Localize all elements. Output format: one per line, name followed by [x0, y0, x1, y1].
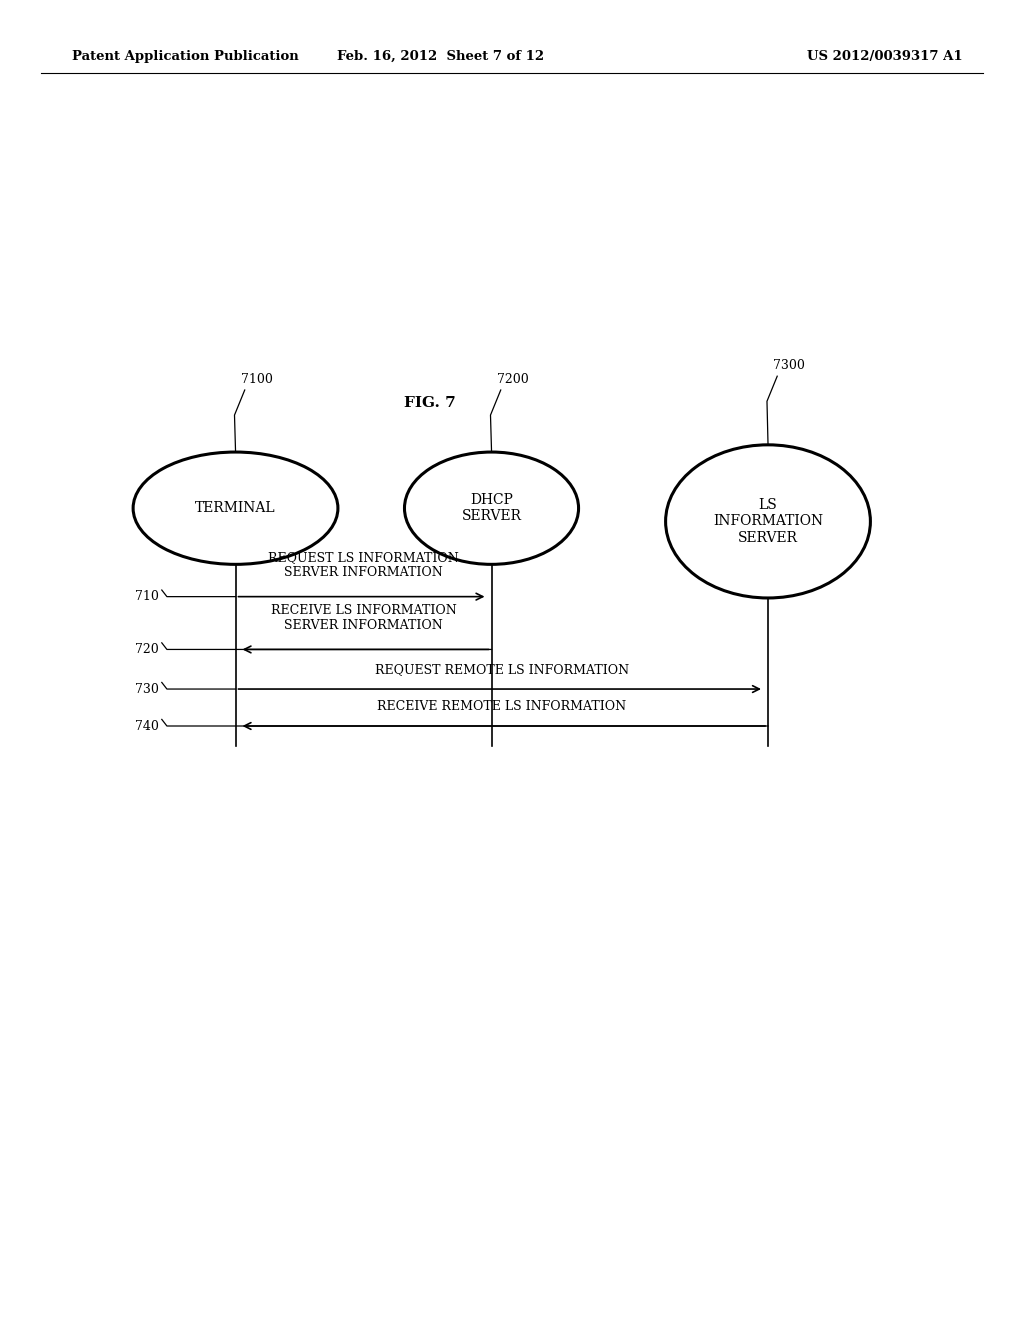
- Text: 7300: 7300: [773, 359, 805, 372]
- Text: REQUEST REMOTE LS INFORMATION: REQUEST REMOTE LS INFORMATION: [375, 663, 629, 676]
- Text: FIG. 7: FIG. 7: [404, 396, 456, 409]
- Text: Feb. 16, 2012  Sheet 7 of 12: Feb. 16, 2012 Sheet 7 of 12: [337, 50, 544, 63]
- Text: REQUEST LS INFORMATION
SERVER INFORMATION: REQUEST LS INFORMATION SERVER INFORMATIO…: [268, 552, 459, 579]
- Ellipse shape: [404, 451, 579, 565]
- Text: Patent Application Publication: Patent Application Publication: [72, 50, 298, 63]
- Text: 720: 720: [135, 643, 159, 656]
- Text: DHCP
SERVER: DHCP SERVER: [462, 494, 521, 523]
- Ellipse shape: [666, 445, 870, 598]
- Text: 730: 730: [135, 682, 159, 696]
- Text: US 2012/0039317 A1: US 2012/0039317 A1: [807, 50, 963, 63]
- Text: 7200: 7200: [497, 374, 528, 385]
- Text: 7100: 7100: [241, 374, 272, 385]
- Ellipse shape: [133, 451, 338, 565]
- Text: 740: 740: [135, 719, 159, 733]
- Text: RECEIVE REMOTE LS INFORMATION: RECEIVE REMOTE LS INFORMATION: [377, 700, 627, 713]
- Text: TERMINAL: TERMINAL: [196, 502, 275, 515]
- Text: RECEIVE LS INFORMATION
SERVER INFORMATION: RECEIVE LS INFORMATION SERVER INFORMATIO…: [270, 605, 457, 632]
- Text: 710: 710: [135, 590, 159, 603]
- Text: LS
INFORMATION
SERVER: LS INFORMATION SERVER: [713, 498, 823, 545]
